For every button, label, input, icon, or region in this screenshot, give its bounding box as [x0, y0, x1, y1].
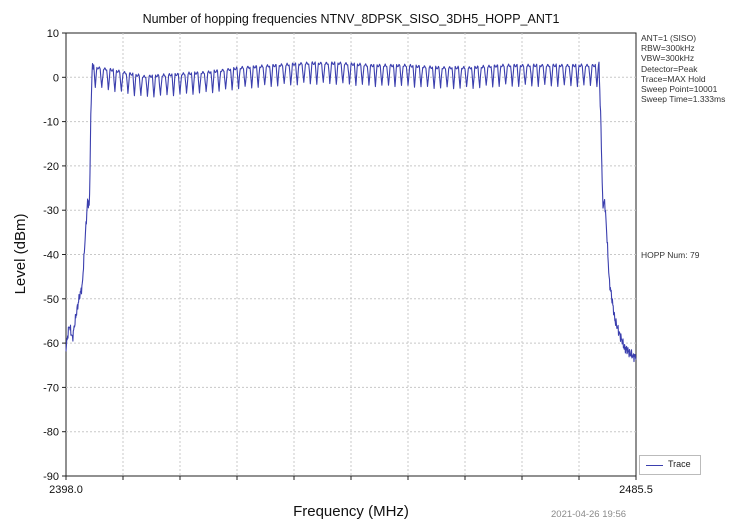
- x-tick-label: 2398.0: [49, 484, 83, 496]
- grid-lines: [66, 33, 636, 476]
- x-axis-ticks: 2398.0 2485.5: [49, 476, 653, 496]
- info-line: Sweep Time=1.333ms: [641, 94, 726, 105]
- y-tick-label: -40: [43, 250, 59, 262]
- info-line: ANT=1 (SISO): [641, 33, 697, 43]
- measurement-info: ANT=1 (SISO) RBW=300kHz VBW=300kHz Detec…: [641, 33, 725, 104]
- info-line: Trace=MAX Hold: [641, 73, 706, 84]
- legend-label: Trace: [668, 459, 691, 469]
- chart-title: Number of hopping frequencies NTNV_8DPSK…: [143, 12, 560, 26]
- info-line: RBW=300kHz: [641, 43, 695, 54]
- y-tick-label: -10: [43, 117, 59, 129]
- y-tick-label: -50: [43, 294, 59, 306]
- x-axis-label: Frequency (MHz): [293, 503, 409, 520]
- legend-swatch: [646, 465, 663, 466]
- y-tick-label: -70: [43, 382, 59, 394]
- info-line: Sweep Point=10001: [641, 84, 718, 95]
- y-axis-ticks: 10 0 -10 -20 -30 -40 -50 -60 -70 -80 -90: [43, 28, 66, 483]
- timestamp: 2021-04-26 19:56: [551, 509, 627, 520]
- y-tick-label: 0: [53, 72, 59, 84]
- y-axis-label: Level (dBm): [12, 214, 29, 295]
- trace-line: [65, 61, 637, 363]
- y-tick-label: -30: [43, 205, 59, 217]
- info-line: VBW=300kHz: [641, 53, 695, 64]
- y-tick-label: -80: [43, 427, 59, 439]
- legend: Trace: [639, 455, 701, 475]
- y-tick-label: 10: [47, 28, 59, 40]
- y-tick-label: -20: [43, 161, 59, 173]
- info-line: Detector=Peak: [641, 63, 698, 74]
- hopp-num-label: HOPP Num: 79: [641, 250, 700, 260]
- x-tick-label: 2485.5: [619, 484, 653, 496]
- y-tick-label: -60: [43, 338, 59, 350]
- y-tick-label: -90: [43, 471, 59, 483]
